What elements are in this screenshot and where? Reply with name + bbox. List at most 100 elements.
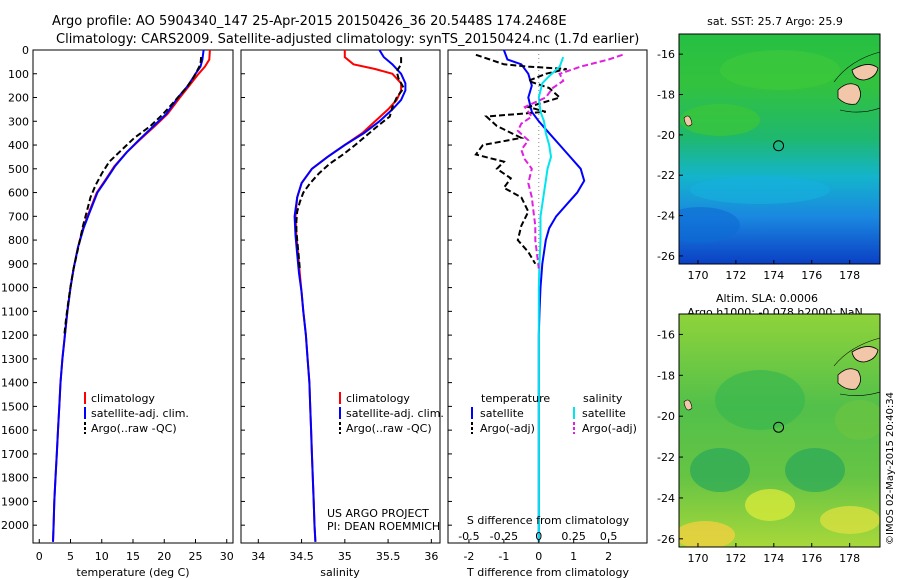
legend-satellite-label: satellite-adj. clim. xyxy=(91,407,189,420)
legend-sal-argo-label: Argo(-adj) xyxy=(582,422,637,435)
lon-tick-label: 170 xyxy=(687,552,708,565)
island-vanua-levu xyxy=(851,346,879,363)
x-tick-label: 1 xyxy=(570,550,577,563)
s-tick-label: 0.25 xyxy=(561,530,586,543)
s-difference-label: S difference from climatology xyxy=(467,514,630,527)
y-tick-label: 300 xyxy=(8,115,29,128)
lat-tick-label: -22 xyxy=(657,169,675,182)
lon-tick-label: 174 xyxy=(763,552,784,565)
y-tick-label: 1900 xyxy=(1,495,29,508)
lat-tick-label: -18 xyxy=(657,89,675,102)
lat-tick-label: -22 xyxy=(657,451,675,464)
sst-lat-ticks: -16 -18 -20 -22 -24 -26 xyxy=(657,48,683,263)
y-tick-label: 800 xyxy=(8,234,29,247)
legend-argo-label: Argo(..raw -QC) xyxy=(346,422,432,435)
y-tick-label: 700 xyxy=(8,210,29,223)
lon-tick-label: 172 xyxy=(725,269,746,282)
lon-tick-label: 176 xyxy=(801,552,822,565)
series-line xyxy=(537,56,565,542)
lon-tick-label: 178 xyxy=(839,552,860,565)
lon-tick-label: 174 xyxy=(763,269,784,282)
x-tick-label: -2 xyxy=(463,550,474,563)
salinity-ticks: 34 34.5 35 35.5 36 xyxy=(251,539,438,563)
y-tick-label: 1700 xyxy=(1,448,29,461)
lat-tick-label: -26 xyxy=(657,250,675,263)
legend-satellite-label: satellite-adj. clim. xyxy=(346,407,444,420)
legend-temperature-head: temperature xyxy=(481,392,550,405)
difference-axes xyxy=(447,49,648,544)
x-tick-label: 5 xyxy=(67,550,74,563)
series-line xyxy=(474,53,567,265)
series-line xyxy=(295,57,405,269)
sla-map-title: Altim. SLA: 0.0006 xyxy=(716,292,818,305)
s-tick-label: -0.5 xyxy=(458,530,479,543)
y-tick-label: 600 xyxy=(8,187,29,200)
x-tick-label: 30 xyxy=(220,550,234,563)
sst-warm-patch xyxy=(720,50,840,90)
island-small xyxy=(683,115,693,127)
lat-tick-label: -24 xyxy=(657,492,675,505)
reef-outline xyxy=(833,51,880,113)
y-tick-label: 1800 xyxy=(1,472,29,485)
sst-cool-patch xyxy=(679,207,740,243)
series-line xyxy=(516,53,623,269)
y-tick-label: 1300 xyxy=(1,353,29,366)
sla-patch xyxy=(835,400,880,440)
sla-low-patch xyxy=(715,370,805,430)
salinity-axes xyxy=(240,49,441,544)
temperature-legend: climatology satellite-adj. clim. Argo(..… xyxy=(84,392,189,435)
legend-sal-sat-label: satellite xyxy=(582,407,626,420)
y-tick-label: 1600 xyxy=(1,424,29,437)
x-tick-label: -1 xyxy=(498,550,509,563)
header-line1: Argo profile: AO 5904340_147 25-Apr-2015… xyxy=(52,14,567,29)
t-difference-ticks: -2 -1 0 1 2 xyxy=(463,539,612,563)
temperature-xlabel: temperature (deg C) xyxy=(76,566,189,579)
sst-map: sat. SST: 25.7 Argo: 25.9 xyxy=(657,15,881,282)
series-line xyxy=(52,49,205,542)
t-difference-label: T difference from climatology xyxy=(466,566,629,579)
x-tick-label: 35.5 xyxy=(376,550,401,563)
lat-tick-label: -20 xyxy=(657,410,675,423)
sla-lon-ticks: 170 172 174 176 178 xyxy=(687,543,860,565)
project-line1: US ARGO PROJECT xyxy=(327,507,429,520)
project-line2: PI: DEAN ROEMMICH xyxy=(327,520,440,533)
temperature-series xyxy=(52,49,211,542)
sla-high-patch xyxy=(820,506,880,534)
legend-salinity-head: salinity xyxy=(583,392,623,405)
sla-map-frame xyxy=(678,313,881,548)
argo-position-marker xyxy=(773,140,785,152)
legend-climatology-label: climatology xyxy=(346,392,410,405)
reef-outline xyxy=(833,337,880,396)
y-tick-label: 1000 xyxy=(1,282,29,295)
lon-tick-label: 176 xyxy=(801,269,822,282)
y-tick-label: 200 xyxy=(8,92,29,105)
temperature-axes xyxy=(32,49,234,544)
header-line2: Climatology: CARS2009. Satellite-adjuste… xyxy=(56,32,639,47)
sst-lon-ticks: 170 172 174 176 178 xyxy=(687,260,860,282)
sla-high-patch xyxy=(679,521,735,547)
x-tick-label: 2 xyxy=(605,550,612,563)
y-tick-label: 100 xyxy=(8,68,29,81)
depth-ticks: 0 100 200 300 400 500 600 700 800 900 1000 1100 1200… xyxy=(1,44,37,532)
y-tick-label: 1500 xyxy=(1,400,29,413)
s-difference-ticks: -0.5 -0.25 0 0.25 0.5 xyxy=(458,530,617,543)
y-tick-label: 500 xyxy=(8,163,29,176)
sla-high-patch xyxy=(745,489,795,521)
lat-tick-label: -20 xyxy=(657,129,675,142)
y-tick-label: 1200 xyxy=(1,329,29,342)
salinity-panel: 34 34.5 35 35.5 36 salinity climatology sate… xyxy=(240,49,444,579)
island-small xyxy=(683,399,693,411)
x-tick-label: 0 xyxy=(36,550,43,563)
temperature-panel: 0100200300400500600700800900100011001200… xyxy=(1,44,234,579)
sla-low-patch xyxy=(785,448,845,492)
x-tick-label: 34 xyxy=(251,550,265,563)
lat-tick-label: -26 xyxy=(657,533,675,546)
lon-tick-label: 172 xyxy=(725,552,746,565)
x-tick-label: 15 xyxy=(126,550,140,563)
salinity-series xyxy=(241,49,407,542)
lon-tick-label: 170 xyxy=(687,269,708,282)
lat-tick-label: -18 xyxy=(657,369,675,382)
lat-tick-label: -16 xyxy=(657,48,675,61)
x-tick-label: 20 xyxy=(157,550,171,563)
